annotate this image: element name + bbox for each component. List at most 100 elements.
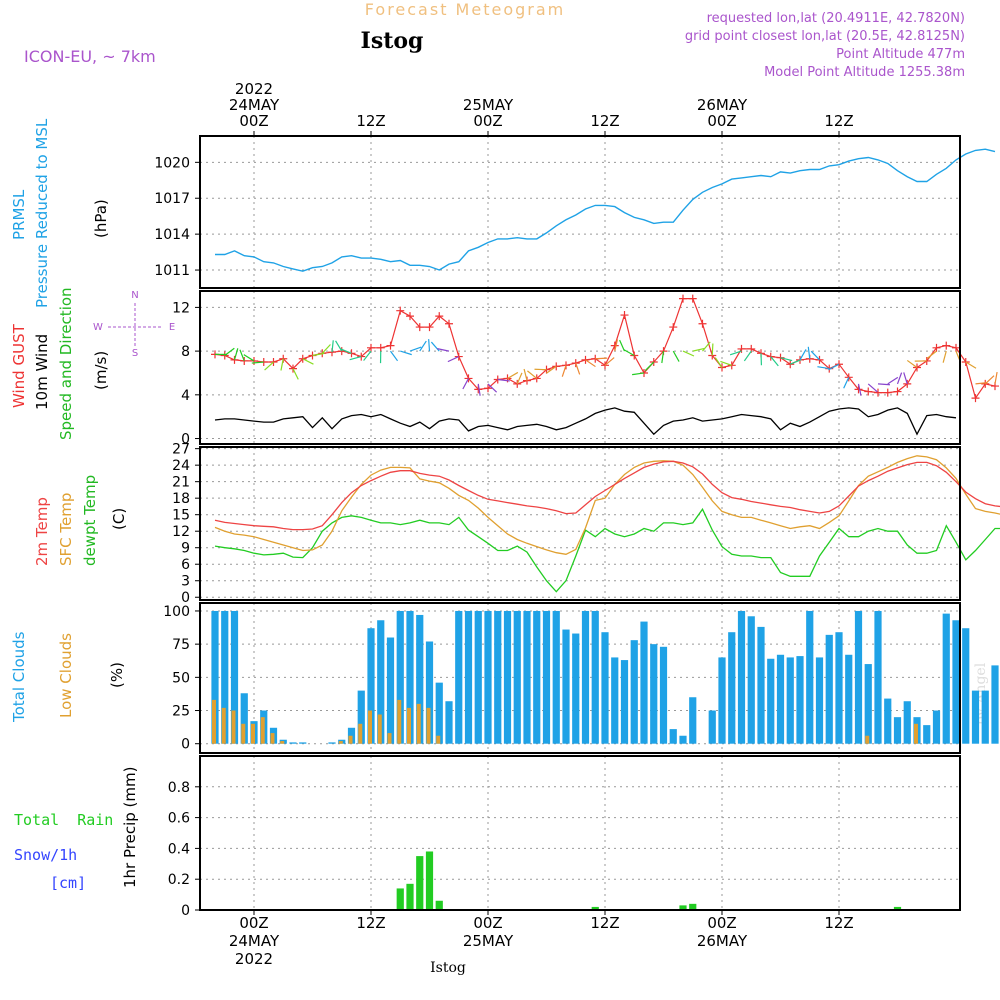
direction-arrow bbox=[507, 371, 519, 379]
direction-arrow bbox=[623, 349, 635, 357]
rain-bar bbox=[396, 888, 404, 910]
y-tick-label: 25 bbox=[172, 704, 190, 720]
pressure-line bbox=[215, 148, 996, 272]
pressure-label-2: Pressure Reduced to MSL bbox=[33, 118, 51, 308]
total-clouds-bar bbox=[971, 690, 980, 744]
gust-marker bbox=[347, 349, 356, 358]
footer-station: Istog bbox=[430, 960, 466, 976]
total-clouds-bar bbox=[601, 632, 609, 744]
total-clouds-bar bbox=[230, 610, 239, 744]
low-clouds-bar bbox=[368, 710, 372, 744]
gust-marker bbox=[435, 312, 444, 321]
dewpt-label: dewpt Temp bbox=[81, 475, 99, 566]
total-clouds-bar bbox=[962, 628, 970, 744]
bottom-time-label: 26MAY bbox=[697, 932, 748, 950]
top-time-label: 12Z bbox=[356, 112, 385, 130]
gust-marker bbox=[903, 379, 912, 388]
direction-arrow bbox=[672, 350, 680, 362]
y-tick-label: 0 bbox=[181, 590, 190, 606]
low-clouds-label: Low Clouds bbox=[57, 633, 75, 718]
y-tick-label: 0 bbox=[181, 903, 190, 919]
temp2m-line bbox=[214, 460, 1000, 531]
total-clouds-bar bbox=[903, 701, 911, 744]
total-clouds-bar bbox=[669, 729, 677, 744]
direction-arrow bbox=[877, 383, 891, 386]
total-clouds-bar bbox=[728, 632, 736, 744]
y-tick-label: 24 bbox=[172, 458, 190, 474]
gust-marker bbox=[552, 362, 561, 371]
direction-arrow bbox=[409, 346, 422, 352]
gust-marker bbox=[367, 343, 375, 352]
wind-unit: (m/s) bbox=[92, 351, 110, 390]
direction-arrow bbox=[264, 361, 274, 371]
station-name: Istog bbox=[361, 28, 424, 54]
direction-arrow bbox=[828, 363, 840, 371]
gust-marker bbox=[532, 374, 541, 383]
direction-arrow bbox=[817, 366, 830, 370]
low-clouds-bar bbox=[251, 723, 255, 744]
gust-marker bbox=[484, 384, 492, 393]
direction-arrow bbox=[224, 347, 235, 356]
direction-arrow bbox=[527, 370, 538, 379]
rain-bar bbox=[689, 903, 697, 910]
compass-n: N bbox=[131, 290, 138, 301]
rain-bar bbox=[416, 856, 424, 910]
total-clouds-bar bbox=[854, 610, 863, 744]
direction-arrow bbox=[239, 349, 245, 362]
direction-arrow bbox=[857, 383, 862, 396]
total-clouds-bar bbox=[932, 710, 941, 744]
panel-border bbox=[199, 446, 961, 601]
panel-border bbox=[199, 290, 961, 445]
top-time-label: 12Z bbox=[590, 112, 619, 130]
y-tick-label: 9 bbox=[181, 541, 190, 557]
wind-label: 10m Wind bbox=[33, 334, 51, 410]
low-clouds-bar bbox=[221, 707, 226, 744]
gust-marker bbox=[864, 387, 873, 396]
gust-marker bbox=[874, 388, 882, 397]
direction-arrow bbox=[340, 348, 352, 354]
top-time-label: 00Z bbox=[239, 112, 268, 130]
total-clouds-bar bbox=[952, 620, 960, 744]
low-clouds-bar bbox=[436, 735, 441, 744]
direction-arrow bbox=[546, 365, 557, 374]
gust-marker bbox=[679, 294, 687, 303]
low-clouds-bar bbox=[397, 699, 402, 744]
total-clouds-bar bbox=[386, 637, 395, 744]
gust-marker bbox=[454, 352, 463, 361]
total-clouds-bar bbox=[572, 633, 580, 744]
precip-axis-label: 1hr Precip (mm) bbox=[121, 767, 139, 888]
direction-arrow bbox=[807, 346, 811, 359]
panel-border bbox=[199, 755, 961, 911]
top-time-label: 26MAY bbox=[697, 96, 748, 114]
total-clouds-bar bbox=[786, 657, 794, 744]
pressure-unit: (hPa) bbox=[92, 199, 110, 238]
low-clouds-bar bbox=[865, 735, 870, 744]
low-clouds-bar bbox=[338, 741, 343, 744]
total-clouds-bar bbox=[367, 628, 375, 744]
total-clouds-bar bbox=[396, 610, 404, 744]
bottom-time-label: 12Z bbox=[824, 914, 853, 932]
low-clouds-bar bbox=[270, 733, 275, 744]
gust-label: Wind GUST bbox=[10, 323, 28, 408]
y-tick-label: 0 bbox=[181, 737, 190, 753]
gust-marker bbox=[396, 306, 405, 315]
low-clouds-bar bbox=[426, 707, 431, 744]
y-tick-label: 75 bbox=[172, 637, 190, 653]
direction-arrow bbox=[428, 339, 431, 352]
sfc-temp-line bbox=[214, 455, 1000, 555]
total-clouds-bar bbox=[825, 634, 833, 744]
direction-arrow bbox=[887, 376, 899, 385]
total-clouds-bar bbox=[464, 610, 473, 744]
direction-arrow bbox=[780, 357, 793, 362]
direction-arrow bbox=[400, 350, 412, 356]
direction-arrow bbox=[585, 359, 596, 368]
total-clouds-bar bbox=[611, 657, 619, 744]
total-clouds-bar bbox=[620, 660, 629, 744]
direction-arrow bbox=[843, 377, 850, 389]
bottom-time-label: 24MAY bbox=[229, 932, 280, 950]
total-clouds-bar bbox=[845, 654, 853, 744]
gust-marker bbox=[688, 294, 697, 303]
bottom-time-label: 00Z bbox=[239, 914, 268, 932]
direction-arrow bbox=[926, 350, 937, 359]
